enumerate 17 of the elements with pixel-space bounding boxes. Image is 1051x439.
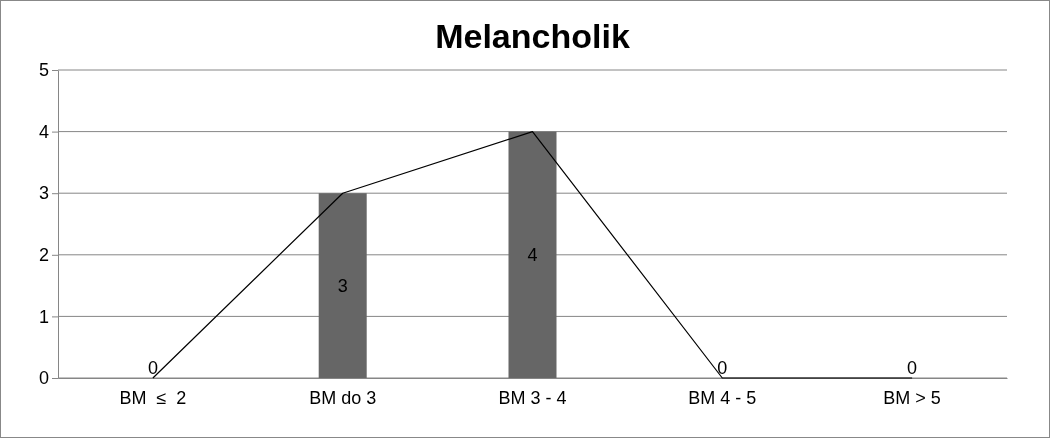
x-tick-label: BM do 3	[309, 388, 377, 409]
x-tick-label: BM 4 - 5	[688, 388, 757, 409]
data-label: 0	[147, 358, 158, 378]
data-label: 0	[907, 358, 918, 378]
y-tick-label: 2	[38, 245, 49, 266]
y-tick-label: 5	[38, 60, 49, 81]
y-tick-label: 4	[38, 121, 49, 142]
x-tick-label: BM 3 - 4	[498, 388, 567, 409]
chart-title: Melancholik	[435, 17, 630, 55]
y-tick-label: 0	[38, 368, 49, 389]
y-tick-label: 1	[38, 306, 49, 327]
data-label: 4	[527, 244, 538, 265]
data-label: 0	[717, 358, 728, 378]
x-tick-label: BM > 5	[883, 388, 941, 409]
x-tick-label: BM ≤ 2	[119, 388, 187, 409]
y-tick-label: 3	[38, 183, 49, 204]
data-label: 3	[337, 275, 348, 296]
